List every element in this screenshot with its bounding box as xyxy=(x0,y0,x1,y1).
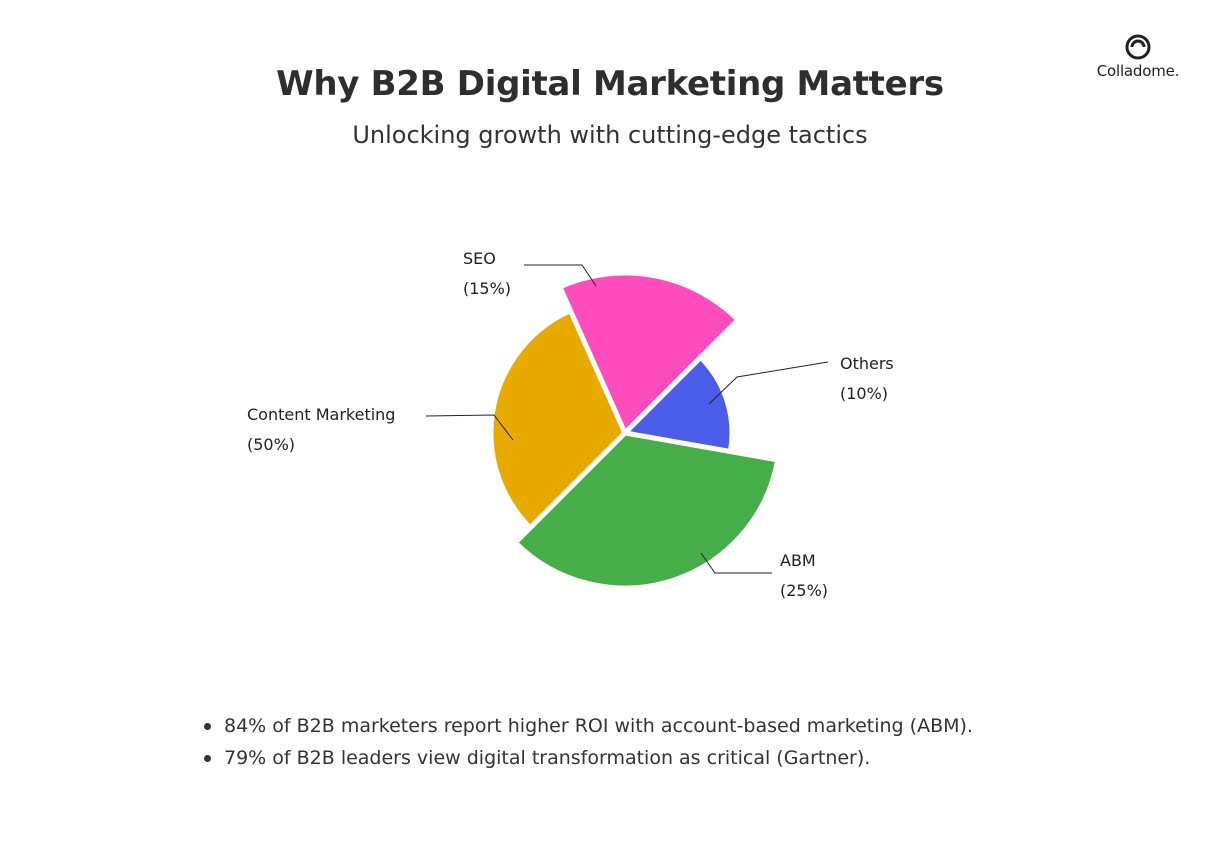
leader-line-seo xyxy=(524,264,597,287)
chart-title: Why B2B Digital Marketing Matters xyxy=(276,64,944,104)
slice-label-content-marketing: Content Marketing xyxy=(247,405,395,424)
slice-value-seo: (15%) xyxy=(463,279,511,298)
pie-slice-others xyxy=(622,354,735,455)
label-leaders xyxy=(425,264,829,574)
fact-item: 79% of B2B leaders view digital transfor… xyxy=(202,744,973,776)
slice-labels: Content Marketing (50%) SEO (15%) Others (10%… xyxy=(247,249,894,600)
slice-value-abm: (25%) xyxy=(780,581,828,600)
slice-label-seo: SEO xyxy=(463,249,496,268)
pie-chart: Content Marketing (50%) SEO (15%) Others (10%… xyxy=(247,249,894,600)
leader-line-content-marketing xyxy=(425,414,514,441)
slice-value-others: (10%) xyxy=(840,384,888,403)
bullet-icon xyxy=(204,755,211,762)
brand-name: Colladome. xyxy=(1096,62,1180,80)
bullet-icon xyxy=(204,723,211,730)
fact-list: 84% of B2B marketers report higher ROI w… xyxy=(202,712,973,776)
slice-label-others: Others xyxy=(840,354,894,373)
pie-slice-content-marketing xyxy=(488,308,628,550)
pie-slice-seo xyxy=(557,270,741,436)
pie-slice-abm xyxy=(512,430,781,591)
leader-line-abm xyxy=(700,552,772,574)
brand-logo: Colladome. xyxy=(1086,32,1190,80)
leader-line-others xyxy=(708,361,829,405)
fact-text: 79% of B2B leaders view digital transfor… xyxy=(224,747,871,769)
fact-text: 84% of B2B marketers report higher ROI w… xyxy=(224,715,973,737)
colladome-logo-icon xyxy=(1125,34,1151,60)
slice-label-abm: ABM xyxy=(780,551,816,570)
pie-slices xyxy=(488,270,781,591)
slice-value-content-marketing: (50%) xyxy=(247,435,295,454)
chart-subtitle: Unlocking growth with cutting-edge tacti… xyxy=(352,121,868,149)
fact-item: 84% of B2B marketers report higher ROI w… xyxy=(202,712,973,744)
